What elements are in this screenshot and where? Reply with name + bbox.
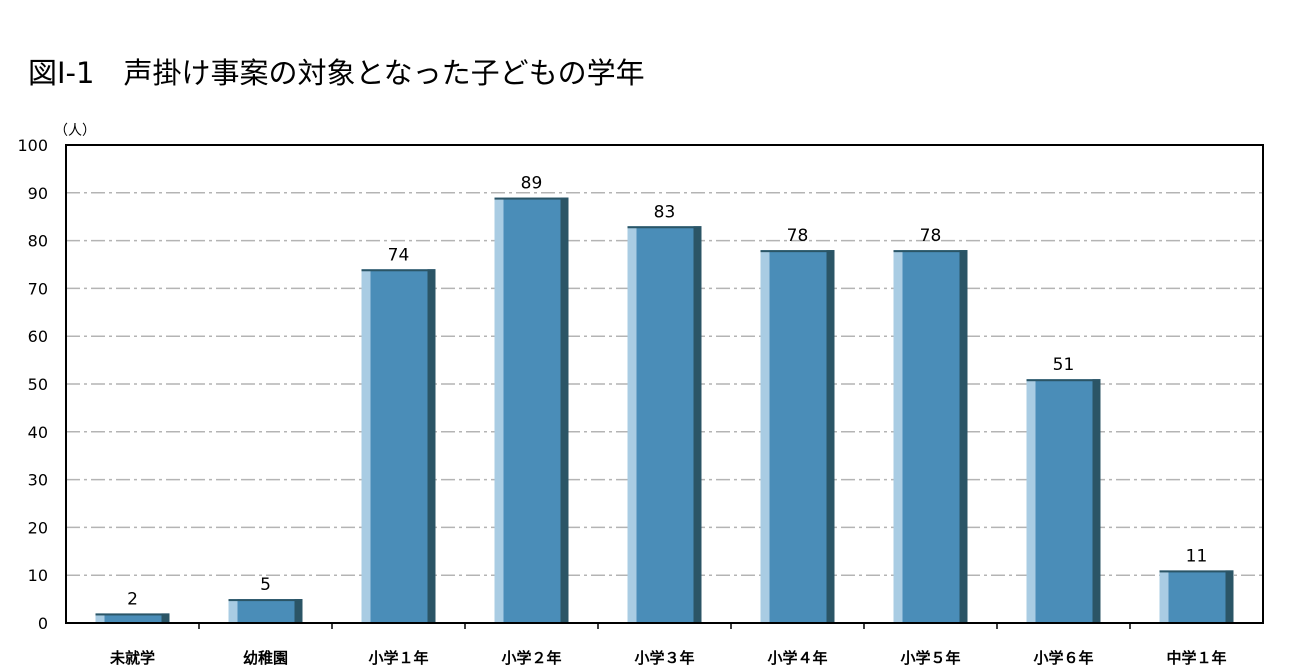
- bar-highlight: [627, 226, 637, 623]
- bar-body: [627, 226, 702, 623]
- y-tick-label: 80: [28, 232, 48, 251]
- bar-top-edge: [361, 269, 436, 272]
- bar-top-edge: [228, 599, 303, 602]
- y-tick-label: 20: [28, 518, 48, 537]
- bar-highlight: [760, 250, 770, 623]
- bar: [1026, 379, 1101, 623]
- data-label: 2: [127, 589, 138, 609]
- bar: [760, 250, 835, 623]
- bar-shadow: [294, 599, 303, 623]
- y-tick-label: 90: [28, 184, 48, 203]
- bar-highlight: [1026, 379, 1036, 623]
- bar-shadow: [1225, 570, 1234, 623]
- plot-frame: [65, 144, 1264, 624]
- bar-shadow: [826, 250, 835, 623]
- bar-shadow: [161, 613, 170, 623]
- bar-top-edge: [760, 250, 835, 253]
- x-category-label: 小学１年: [368, 649, 428, 667]
- bar-body: [494, 197, 569, 623]
- data-label: 51: [1053, 355, 1075, 375]
- bar-shadow: [560, 197, 569, 623]
- x-category-label: 幼稚園: [243, 649, 288, 667]
- labels: 0 10 20 30 40 50 60 70 80 90 100 （人） 2 未就学 5 幼稚園 74 小学１年 8…: [17, 123, 1226, 667]
- bar-top-edge: [494, 197, 569, 200]
- y-tick-label: 60: [28, 327, 48, 346]
- x-category-label: 中学１年: [1166, 649, 1226, 667]
- y-tick-label: 100: [17, 136, 48, 155]
- x-category-label: 未就学: [109, 649, 155, 667]
- bar-body: [1026, 379, 1101, 623]
- data-label: 78: [920, 226, 942, 246]
- bar-top-edge: [893, 250, 968, 253]
- x-category-label: 小学２年: [501, 649, 561, 667]
- bar: [95, 613, 170, 623]
- bar: [494, 197, 569, 623]
- bar-highlight: [228, 599, 238, 623]
- bar: [893, 250, 968, 623]
- bar: [228, 599, 303, 623]
- bar-highlight: [95, 613, 105, 623]
- bar-top-edge: [1026, 379, 1101, 382]
- data-label: 11: [1186, 546, 1208, 566]
- bar: [627, 226, 702, 623]
- data-label: 78: [787, 226, 809, 246]
- bar-shadow: [693, 226, 702, 623]
- x-category-label: 小学５年: [900, 649, 960, 667]
- bar-body: [361, 269, 436, 623]
- bar-shadow: [1092, 379, 1101, 623]
- data-label: 83: [654, 202, 676, 222]
- x-category-label: 小学４年: [767, 649, 827, 667]
- bar-body: [760, 250, 835, 623]
- bar-highlight: [893, 250, 903, 623]
- x-category-label: 小学６年: [1033, 649, 1093, 667]
- bar-highlight: [361, 269, 371, 623]
- bar-highlight: [494, 197, 504, 623]
- y-tick-label: 70: [28, 279, 48, 298]
- data-label: 89: [521, 174, 543, 194]
- y-tick-label: 0: [38, 614, 48, 633]
- bar-body: [1159, 570, 1234, 623]
- bar-body: [228, 599, 303, 623]
- data-label: 74: [388, 245, 410, 265]
- bar-body: [893, 250, 968, 623]
- bars: [95, 197, 1234, 623]
- axes: [65, 144, 1264, 629]
- bar-shadow: [959, 250, 968, 623]
- bar-top-edge: [1159, 570, 1234, 573]
- chart-title: 図I-1 声掛け事案の対象となった子どもの学年: [28, 56, 645, 90]
- bar-shadow: [427, 269, 436, 623]
- y-tick-label: 50: [28, 375, 48, 394]
- bar-top-edge: [627, 226, 702, 229]
- y-tick-label: 10: [28, 566, 48, 585]
- data-label: 5: [260, 575, 271, 595]
- x-category-label: 小学３年: [634, 649, 694, 667]
- bar: [361, 269, 436, 623]
- bar-highlight: [1159, 570, 1169, 623]
- y-axis-unit-label: （人）: [54, 123, 96, 139]
- bar-top-edge: [95, 613, 170, 616]
- y-tick-label: 30: [28, 471, 48, 490]
- bar: [1159, 570, 1234, 623]
- bar-body: [95, 613, 170, 623]
- y-tick-label: 40: [28, 423, 48, 442]
